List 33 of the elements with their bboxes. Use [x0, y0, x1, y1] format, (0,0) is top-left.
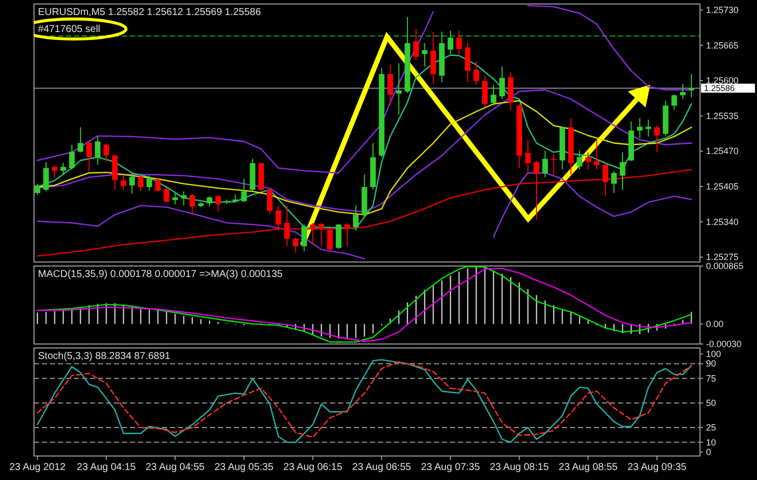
y-tick-label: -0.00030 — [706, 339, 742, 349]
y-tick-label: 0.000865 — [706, 261, 744, 271]
chart-title: EURUSDm,M5 1.25582 1.25612 1.25569 1.25586 — [38, 7, 262, 18]
y-tick-label: 50 — [706, 398, 716, 408]
x-tick-label: 23 Aug 04:15 — [76, 462, 136, 473]
y-tick-label: 1.25535 — [706, 110, 739, 121]
x-tick-label: 23 Aug 2012 — [9, 462, 66, 473]
chart-title: MACD(15,35,9) 0.000178 0.000017 =>MA(3) 0.000135 — [38, 269, 284, 280]
y-tick-label: 1.25730 — [706, 4, 739, 15]
ref-line-label: #4717605 sell — [38, 24, 100, 36]
x-tick-label: 23 Aug 07:35 — [420, 462, 480, 473]
x-tick-label: 23 Aug 04:55 — [146, 462, 206, 473]
y-tick-label: 75 — [706, 373, 716, 384]
x-tick-label: 23 Aug 09:35 — [628, 462, 687, 473]
y-tick-label: 100 — [706, 348, 722, 359]
x-tick-label: 23 Aug 08:55 — [558, 462, 618, 473]
ref-line-label: 1.25586 — [704, 83, 735, 94]
y-tick-label: 10 — [706, 437, 716, 448]
y-tick-label: 25 — [706, 422, 716, 433]
x-tick-label: 23 Aug 06:55 — [352, 462, 412, 473]
y-tick-label: 1.25405 — [706, 182, 739, 192]
y-tick-label: 0 — [706, 447, 712, 458]
y-tick-label: 1.25470 — [706, 146, 739, 156]
y-tick-label: 1.25340 — [706, 216, 739, 227]
x-tick-label: 23 Aug 06:15 — [283, 462, 343, 473]
y-tick-label: 1.25600 — [706, 76, 739, 86]
x-tick-label: 23 Aug 05:35 — [214, 462, 274, 473]
y-tick-label: 0.00 — [706, 318, 724, 329]
x-tick-label: 23 Aug 08:15 — [490, 462, 550, 473]
y-tick-label: 90 — [706, 358, 716, 369]
y-tick-label: 1.25275 — [706, 252, 739, 262]
chart-title: Stoch(5,3,3) 88.2834 87.6891 — [38, 351, 171, 362]
y-tick-label: 1.25665 — [706, 40, 739, 50]
